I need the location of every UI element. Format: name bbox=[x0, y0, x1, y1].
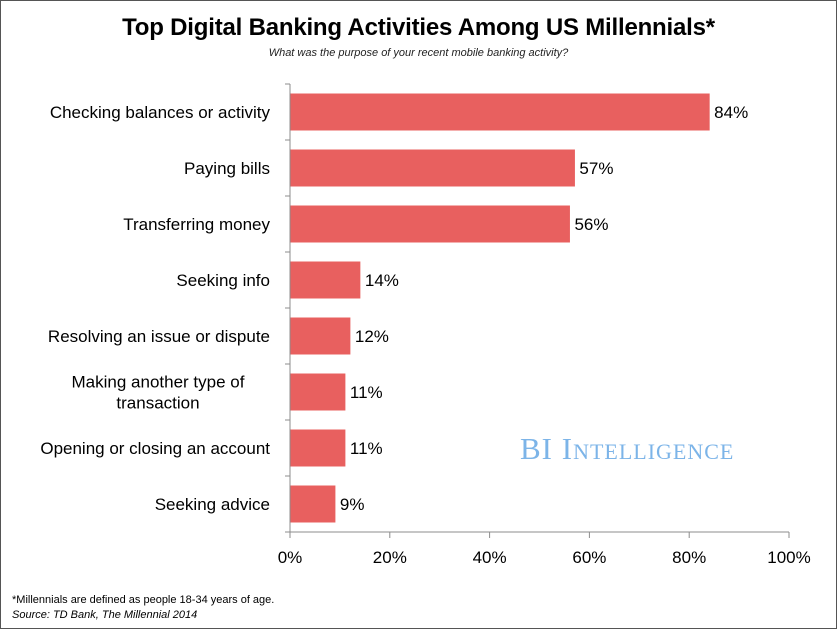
bar bbox=[290, 93, 710, 131]
category-label: Seeking advice bbox=[155, 495, 270, 514]
category-label: Making another type of bbox=[72, 373, 245, 392]
bar-value-label: 57% bbox=[579, 159, 613, 178]
chart-title: Top Digital Banking Activities Among US … bbox=[122, 14, 715, 41]
bar-value-label: 14% bbox=[365, 271, 399, 290]
bar bbox=[290, 373, 346, 411]
bar-value-label: 56% bbox=[574, 215, 608, 234]
x-tick-label: 80% bbox=[672, 548, 706, 567]
category-label: Paying bills bbox=[184, 159, 270, 178]
x-tick-label: 0% bbox=[278, 548, 303, 567]
bar-value-label: 11% bbox=[350, 383, 383, 402]
category-label: Opening or closing an account bbox=[40, 439, 270, 458]
footnote: *Millennials are defined as people 18-34… bbox=[12, 594, 275, 606]
x-tick-label: 20% bbox=[373, 548, 407, 567]
source-note: Source: TD Bank, The Millennial 2014 bbox=[12, 609, 198, 621]
chart-subtitle: What was the purpose of your recent mobi… bbox=[268, 47, 569, 59]
category-label: Checking balances or activity bbox=[50, 103, 271, 122]
bar bbox=[290, 261, 361, 299]
bar bbox=[290, 149, 575, 187]
x-tick-label: 100% bbox=[767, 548, 810, 567]
bar bbox=[290, 429, 346, 467]
bar-value-label: 11% bbox=[350, 439, 383, 458]
bar-value-label: 84% bbox=[714, 103, 748, 122]
x-tick-label: 40% bbox=[473, 548, 507, 567]
bi-intelligence-watermark: BI Intelligence bbox=[520, 431, 735, 466]
category-label: Seeking info bbox=[176, 271, 270, 290]
category-label: Transferring money bbox=[123, 215, 270, 234]
bar bbox=[290, 205, 570, 243]
x-tick-label: 60% bbox=[572, 548, 606, 567]
bar bbox=[290, 317, 351, 355]
category-label: transaction bbox=[116, 394, 199, 413]
category-label: Resolving an issue or dispute bbox=[48, 327, 270, 346]
bar-value-label: 12% bbox=[355, 327, 389, 346]
bar bbox=[290, 485, 336, 523]
bar-value-label: 9% bbox=[340, 495, 365, 514]
